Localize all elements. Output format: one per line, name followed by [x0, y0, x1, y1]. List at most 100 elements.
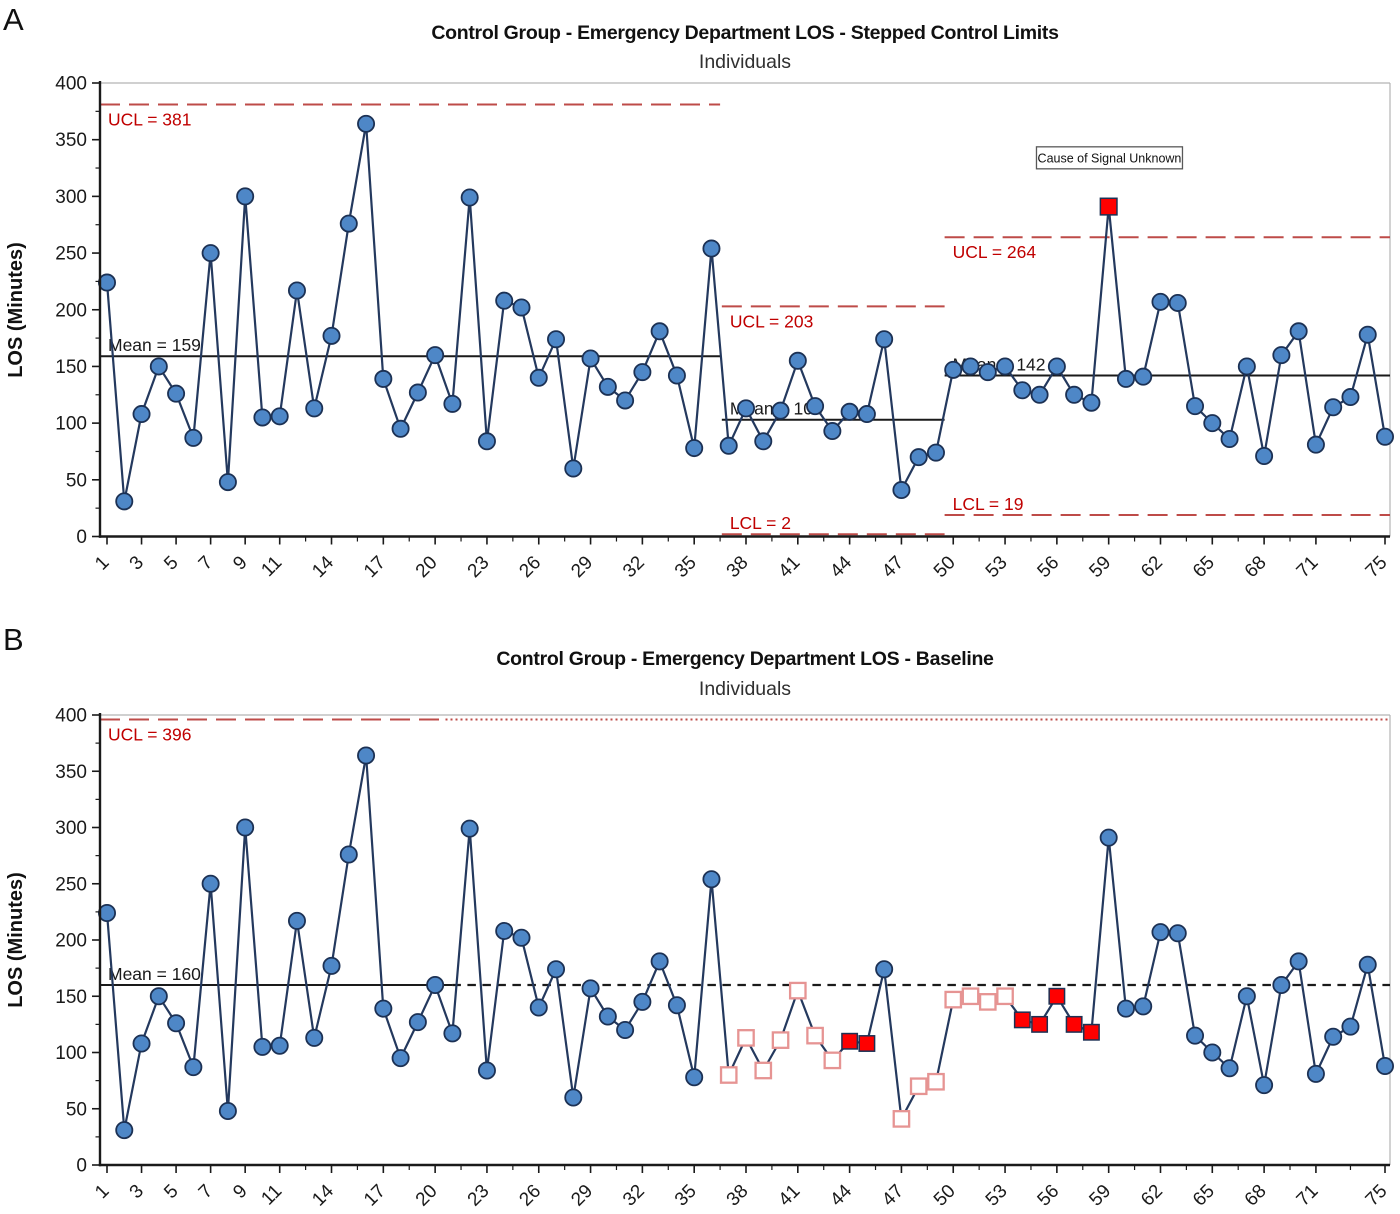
- data-point-marker: [270, 1036, 289, 1055]
- data-point-marker: [547, 960, 566, 979]
- data-point-marker: [1341, 1017, 1360, 1036]
- x-tick-label: 17: [360, 552, 390, 582]
- x-tick-label: 5: [160, 1181, 182, 1203]
- flagged-point-marker: [737, 1029, 755, 1047]
- x-tick-label: 17: [360, 1181, 390, 1211]
- x-tick-label: 5: [160, 552, 182, 574]
- x-tick-label: 26: [515, 552, 545, 582]
- data-point-marker: [236, 818, 255, 837]
- x-tick-label: 7: [195, 1181, 217, 1203]
- data-point-marker: [149, 357, 168, 376]
- y-tick-label: 0: [76, 527, 87, 548]
- panel-b-letter: B: [3, 622, 24, 657]
- x-tick-label: 32: [619, 552, 649, 582]
- data-point-marker: [512, 298, 531, 317]
- data-point-marker: [167, 384, 186, 403]
- data-point-marker: [529, 368, 548, 387]
- shift-point-marker: [1082, 1023, 1100, 1041]
- data-point-marker: [339, 214, 358, 233]
- data-point-marker: [322, 956, 341, 975]
- data-point-marker: [149, 987, 168, 1006]
- annotation-box: [1035, 146, 1184, 170]
- data-point-marker: [1306, 1064, 1325, 1083]
- x-tick-label: 71: [1293, 552, 1323, 582]
- data-point-marker: [1168, 293, 1187, 312]
- data-point-marker: [581, 349, 600, 368]
- data-point-marker: [322, 326, 341, 345]
- data-point-marker: [391, 419, 410, 438]
- x-tick-label: 53: [982, 1181, 1012, 1211]
- data-point-marker: [1220, 429, 1239, 448]
- x-axis: 1 3 5 7 9 11 14 17 20 23 26 29 32 35 38 41 44 47 50 53 56 59 6…: [91, 1165, 1392, 1211]
- series-line: [105, 755, 1387, 1131]
- data-point-marker: [1376, 427, 1395, 446]
- data-point-marker: [926, 443, 945, 462]
- shift-point-marker: [1065, 1015, 1083, 1033]
- y-tick-label: 300: [55, 818, 87, 839]
- data-point-marker: [236, 187, 255, 206]
- x-tick-label: 20: [412, 1181, 442, 1211]
- flagged-point-marker: [927, 1072, 945, 1091]
- data-point-marker: [616, 391, 635, 410]
- data-point-marker: [719, 436, 738, 455]
- data-point-marker: [305, 399, 324, 418]
- data-point-marker: [1168, 924, 1187, 943]
- y-tick-label: 200: [55, 300, 87, 321]
- mean-label: Mean = 159: [108, 335, 201, 355]
- x-tick-label: 44: [826, 1180, 856, 1210]
- data-point-marker: [840, 402, 859, 421]
- data-point-marker: [339, 845, 358, 864]
- data-point-marker: [771, 401, 790, 420]
- data-point-marker: [167, 1014, 186, 1033]
- data-point-marker: [374, 999, 393, 1018]
- control-limit-lines: UCL = 396 Mean = 160: [100, 718, 1390, 987]
- data-point-marker: [1065, 385, 1084, 404]
- data-point-marker: [667, 366, 686, 385]
- data-point-marker: [1082, 393, 1101, 412]
- x-tick-label: 35: [671, 552, 701, 582]
- data-point-marker: [788, 351, 807, 370]
- flagged-point-marker: [823, 1051, 842, 1070]
- x-tick-label: 59: [1085, 552, 1115, 582]
- data-point-marker: [1186, 1026, 1205, 1045]
- x-tick-label: 32: [619, 1181, 649, 1211]
- data-point-marker: [1358, 955, 1377, 974]
- data-point-marker: [1047, 357, 1066, 376]
- x-tick-label: 68: [1241, 1181, 1271, 1211]
- flagged-point-marker: [944, 990, 963, 1009]
- ucl-label: UCL = 396: [108, 725, 192, 745]
- data-point-marker: [1272, 976, 1291, 995]
- data-point-marker: [460, 819, 479, 838]
- data-point-marker: [98, 904, 117, 923]
- data-point-marker: [875, 960, 894, 979]
- x-tick-label: 14: [308, 1180, 338, 1210]
- chart-b-subtitle: Individuals: [698, 678, 792, 700]
- data-point-marker: [184, 1058, 203, 1077]
- data-point-marker: [598, 377, 617, 396]
- flagged-point-marker: [909, 1077, 928, 1096]
- data-point-marker: [806, 397, 825, 416]
- data-point-marker: [184, 428, 203, 447]
- x-tick-label: 53: [982, 552, 1012, 582]
- data-point-marker: [287, 281, 306, 300]
- data-point-marker: [357, 746, 376, 765]
- mean-label: Mean = 160: [108, 964, 201, 984]
- data-point-marker: [685, 439, 704, 458]
- data-point-marker: [460, 188, 479, 207]
- signal-point-marker: [1099, 197, 1118, 216]
- data-point-marker: [702, 870, 721, 889]
- x-tick-label: 56: [1034, 552, 1064, 582]
- data-point-marker: [495, 291, 514, 310]
- flagged-point-marker: [806, 1026, 824, 1045]
- data-point-marker: [1134, 997, 1153, 1016]
- data-point-marker: [581, 979, 600, 998]
- x-tick-label: 41: [775, 1181, 805, 1211]
- x-axis: 1 3 5 7 9 11 14 17 20 23 26 29 32 35 38 41 44 47 50 53 56 59 6…: [91, 536, 1392, 582]
- data-point-marker: [944, 360, 963, 379]
- data-point-marker: [1255, 447, 1274, 466]
- data-point-marker: [218, 473, 237, 492]
- data-point-marker: [564, 1088, 583, 1107]
- x-tick-label: 75: [1362, 552, 1392, 582]
- x-tick-label: 50: [930, 1181, 960, 1211]
